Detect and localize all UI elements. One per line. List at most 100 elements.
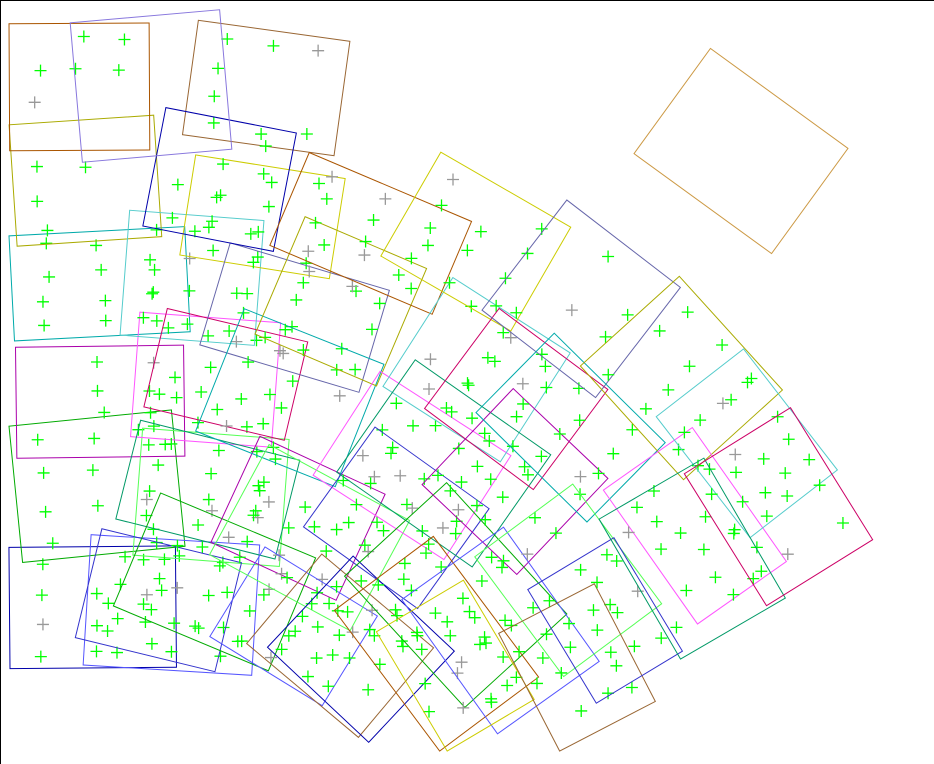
plus-icon bbox=[140, 588, 153, 601]
plus-icon bbox=[119, 550, 132, 563]
plus-icon bbox=[574, 563, 587, 576]
plus-icon bbox=[181, 318, 194, 331]
plus-icon bbox=[191, 416, 204, 429]
plus-icon bbox=[471, 460, 484, 473]
frame-outline bbox=[423, 307, 609, 491]
plus-icon bbox=[575, 704, 588, 717]
plus-icon bbox=[158, 553, 171, 566]
plus-icon bbox=[281, 571, 294, 584]
plus-icon bbox=[312, 44, 325, 57]
plus-icon bbox=[36, 618, 49, 631]
image-frame bbox=[82, 534, 261, 676]
plus-icon bbox=[555, 666, 568, 679]
plus-icon bbox=[484, 473, 497, 486]
plus-icon bbox=[31, 195, 44, 208]
plus-icon bbox=[518, 460, 531, 473]
plus-icon bbox=[497, 651, 510, 664]
plus-icon bbox=[697, 543, 710, 556]
plus-icon bbox=[91, 499, 104, 512]
plus-icon bbox=[423, 383, 436, 396]
frame-outline bbox=[655, 348, 839, 539]
plus-icon bbox=[445, 405, 458, 418]
plus-icon bbox=[101, 625, 114, 638]
plus-icon bbox=[535, 348, 548, 361]
plus-icon bbox=[727, 588, 740, 601]
image-frame bbox=[195, 308, 385, 488]
frame-outline bbox=[401, 526, 600, 735]
frame-outline bbox=[142, 107, 297, 252]
image-frame bbox=[179, 154, 346, 280]
image-frame bbox=[481, 199, 682, 399]
plus-icon bbox=[343, 651, 356, 664]
frame-outline bbox=[8, 22, 151, 152]
plus-icon bbox=[355, 574, 368, 587]
plus-icon bbox=[396, 640, 409, 653]
plus-icon bbox=[43, 270, 56, 283]
frame-outline bbox=[375, 579, 535, 752]
plus-icon bbox=[599, 330, 612, 343]
frame-outline bbox=[312, 370, 512, 561]
plus-icon bbox=[86, 464, 99, 477]
plus-icon bbox=[501, 679, 514, 692]
plus-icon bbox=[779, 467, 792, 480]
plus-icon bbox=[302, 245, 315, 258]
plus-icon bbox=[447, 173, 460, 186]
plus-icon bbox=[610, 554, 623, 567]
plus-icon bbox=[145, 603, 158, 616]
image-frame bbox=[130, 311, 282, 448]
frame-outline bbox=[210, 435, 386, 601]
plus-icon bbox=[275, 401, 288, 414]
image-frame bbox=[579, 275, 784, 481]
plus-icon bbox=[137, 311, 150, 324]
plus-icon bbox=[474, 225, 487, 238]
frame-outline bbox=[82, 534, 261, 676]
frame-outline bbox=[119, 209, 265, 346]
plus-icon bbox=[600, 548, 613, 561]
plus-icon bbox=[308, 520, 321, 533]
plus-icon bbox=[102, 597, 115, 610]
plus-icon bbox=[510, 410, 523, 423]
plus-icon bbox=[206, 215, 219, 228]
plus-icon bbox=[662, 383, 675, 396]
plus-icon bbox=[716, 339, 729, 352]
plus-icon bbox=[277, 347, 290, 360]
image-frame bbox=[74, 528, 243, 673]
plus-icon bbox=[150, 314, 163, 327]
plus-icon bbox=[39, 505, 52, 518]
plus-icon bbox=[99, 314, 112, 327]
plus-icon bbox=[110, 646, 123, 659]
plus-icon bbox=[781, 490, 794, 503]
plus-icon bbox=[90, 619, 103, 632]
plus-icon bbox=[112, 64, 125, 77]
plus-icon bbox=[196, 540, 209, 553]
plus-icon bbox=[289, 625, 302, 638]
plus-icon bbox=[781, 548, 794, 561]
plus-icon bbox=[220, 420, 233, 433]
plus-icon bbox=[395, 635, 408, 648]
plus-icon bbox=[153, 388, 166, 401]
image-frame bbox=[527, 536, 684, 704]
plus-icon bbox=[485, 692, 498, 705]
plus-icon bbox=[243, 604, 256, 617]
plus-icon bbox=[604, 598, 617, 611]
plus-icon bbox=[397, 573, 410, 586]
plus-icon bbox=[390, 397, 403, 410]
plus-icon bbox=[140, 509, 153, 522]
plus-icon bbox=[259, 140, 272, 153]
plus-icon bbox=[373, 658, 386, 671]
plus-icon bbox=[444, 484, 457, 497]
plus-icon bbox=[282, 521, 295, 534]
plus-icon bbox=[286, 375, 299, 388]
plus-icon bbox=[183, 252, 196, 265]
plus-icon bbox=[699, 510, 712, 523]
plus-icon bbox=[153, 572, 166, 585]
plus-icon bbox=[88, 432, 101, 445]
plus-icon bbox=[466, 412, 479, 425]
plus-icon bbox=[322, 680, 335, 693]
plus-icon bbox=[521, 468, 534, 481]
plus-icon bbox=[750, 541, 763, 554]
plus-icon bbox=[485, 551, 498, 564]
frame-outline bbox=[195, 308, 385, 488]
plus-icon bbox=[169, 371, 182, 384]
